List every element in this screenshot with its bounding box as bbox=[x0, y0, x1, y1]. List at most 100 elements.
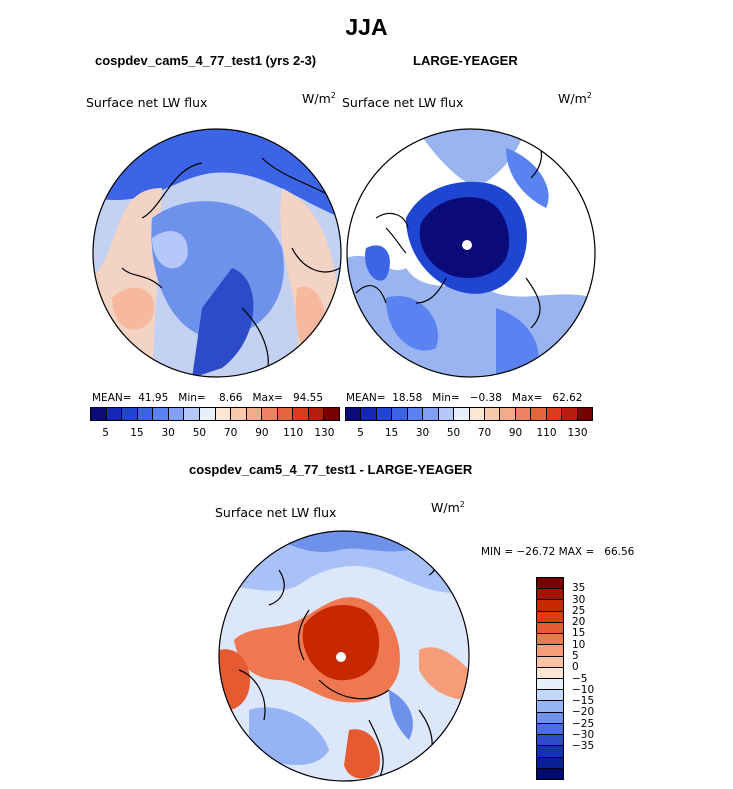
colorbar-swatch bbox=[537, 622, 563, 635]
colorbar-swatch bbox=[537, 690, 563, 702]
colorbar-tick-label: 15 bbox=[130, 427, 144, 439]
colorbar-tick-label: 35 bbox=[572, 582, 586, 595]
colorbar-swatch bbox=[537, 746, 563, 758]
colorbar-tick-label: 5 bbox=[102, 427, 109, 439]
colorbar-swatch bbox=[153, 408, 169, 420]
colorbar-swatch bbox=[231, 408, 247, 420]
colorbar-tick-label: −10 bbox=[572, 683, 595, 696]
colorbar-tick-label: 0 bbox=[572, 661, 579, 674]
colorbar-tick-label: −20 bbox=[572, 706, 595, 719]
colorbar-tick-label: 70 bbox=[477, 427, 492, 439]
diff-colorbar bbox=[536, 577, 564, 780]
obs-panel-subtitle: LARGE-YEAGER bbox=[413, 53, 518, 68]
colorbar-swatch bbox=[122, 408, 138, 420]
figure-title: JJA bbox=[345, 14, 388, 40]
diff-colorbar-ticks: 35 30 25 20 15 10 5 0 −5 −10 −15 −20 −25 −30 −35 bbox=[572, 577, 612, 780]
obs-colorbar bbox=[345, 407, 593, 421]
colorbar-swatch bbox=[293, 408, 309, 420]
colorbar-swatch bbox=[407, 408, 424, 420]
colorbar-swatch bbox=[423, 408, 439, 420]
colorbar-swatch bbox=[537, 589, 563, 601]
colorbar-swatch bbox=[537, 757, 563, 769]
obs-stats: MEAN= 18.58 Min= −0.38 Max= 62.62 bbox=[346, 392, 583, 404]
colorbar-tick-label: 50 bbox=[192, 427, 207, 439]
colorbar-swatch bbox=[537, 656, 563, 668]
diff-unit-label: W/m2 bbox=[431, 500, 465, 516]
colorbar-swatch bbox=[454, 408, 470, 420]
colorbar-swatch bbox=[469, 408, 485, 420]
diff-panel-subtitle: cospdev_cam5_4_77_test1 - LARGE-YEAGER bbox=[189, 462, 473, 477]
colorbar-swatch bbox=[392, 408, 408, 420]
colorbar-swatch bbox=[562, 408, 578, 420]
model-colorbar bbox=[90, 407, 340, 421]
colorbar-tick-label: 50 bbox=[446, 427, 461, 439]
model-field-label: Surface net LW flux bbox=[86, 95, 208, 110]
diff-stats: MIN = −26.72 MAX = 66.56 bbox=[481, 546, 635, 558]
colorbar-swatch bbox=[361, 408, 377, 420]
colorbar-swatch bbox=[537, 735, 563, 747]
colorbar-swatch bbox=[184, 408, 200, 420]
obs-field-label: Surface net LW flux bbox=[342, 95, 464, 110]
colorbar-swatch bbox=[277, 408, 294, 420]
colorbar-swatch bbox=[106, 408, 123, 420]
obs-polar-map bbox=[346, 128, 596, 378]
colorbar-tick-label: 20 bbox=[572, 616, 586, 629]
colorbar-tick-label: 70 bbox=[223, 427, 238, 439]
colorbar-tick-label: −5 bbox=[572, 672, 588, 685]
colorbar-swatch bbox=[376, 408, 393, 420]
colorbar-swatch bbox=[262, 408, 278, 420]
colorbar-swatch bbox=[546, 408, 563, 420]
colorbar-swatch bbox=[215, 408, 232, 420]
colorbar-swatch bbox=[537, 712, 563, 724]
obs-colorbar-ticks: 5 15 30 50 70 90 110 130 bbox=[345, 427, 593, 441]
diff-field-label: Surface net LW flux bbox=[215, 505, 337, 520]
colorbar-swatch bbox=[537, 701, 563, 713]
colorbar-swatch bbox=[577, 408, 592, 420]
model-colorbar-ticks: 5 15 30 50 70 90 110 130 bbox=[90, 427, 340, 441]
colorbar-swatch bbox=[438, 408, 455, 420]
colorbar-swatch bbox=[537, 600, 563, 612]
colorbar-tick-label: 110 bbox=[536, 427, 557, 439]
colorbar-swatch bbox=[308, 408, 325, 420]
colorbar-tick-label: 90 bbox=[508, 427, 523, 439]
colorbar-swatch bbox=[91, 408, 107, 420]
colorbar-tick-label: 30 bbox=[572, 593, 586, 606]
colorbar-tick-label: −15 bbox=[572, 695, 595, 708]
colorbar-tick-label: 130 bbox=[314, 427, 335, 439]
model-panel-subtitle: cospdev_cam5_4_77_test1 (yrs 2-3) bbox=[95, 53, 317, 68]
colorbar-tick-label: 10 bbox=[572, 638, 586, 651]
colorbar-swatch bbox=[537, 634, 563, 646]
colorbar-swatch bbox=[484, 408, 501, 420]
colorbar-swatch bbox=[537, 645, 563, 657]
colorbar-tick-label: 30 bbox=[415, 427, 430, 439]
colorbar-tick-label: 25 bbox=[572, 604, 586, 617]
colorbar-swatch bbox=[246, 408, 263, 420]
colorbar-swatch bbox=[537, 678, 563, 691]
colorbar-swatch bbox=[168, 408, 185, 420]
colorbar-swatch bbox=[515, 408, 532, 420]
colorbar-tick-label: −25 bbox=[572, 717, 595, 730]
colorbar-swatch bbox=[199, 408, 216, 420]
colorbar-swatch bbox=[537, 611, 563, 623]
colorbar-tick-label: −35 bbox=[572, 740, 595, 753]
colorbar-tick-label: 15 bbox=[572, 627, 586, 640]
colorbar-tick-label: 110 bbox=[283, 427, 304, 439]
model-stats: MEAN= 41.95 Min= 8.66 Max= 94.55 bbox=[92, 392, 324, 404]
colorbar-swatch bbox=[537, 723, 563, 736]
colorbar-swatch bbox=[500, 408, 516, 420]
colorbar-swatch bbox=[537, 578, 563, 590]
model-unit-label: W/m2 bbox=[302, 91, 336, 107]
obs-unit-label: W/m2 bbox=[558, 91, 592, 107]
colorbar-swatch bbox=[137, 408, 154, 420]
colorbar-tick-label: 30 bbox=[161, 427, 175, 439]
colorbar-swatch bbox=[537, 667, 563, 679]
colorbar-tick-label: 15 bbox=[384, 427, 399, 439]
colorbar-tick-label: −30 bbox=[572, 728, 595, 741]
colorbar-tick-label: 5 bbox=[572, 649, 579, 662]
diff-polar-map bbox=[218, 530, 470, 782]
colorbar-tick-label: 90 bbox=[255, 427, 269, 439]
colorbar-swatch bbox=[531, 408, 547, 420]
colorbar-swatch bbox=[324, 408, 339, 420]
colorbar-tick-label: 5 bbox=[357, 427, 364, 439]
colorbar-swatch bbox=[346, 408, 362, 420]
